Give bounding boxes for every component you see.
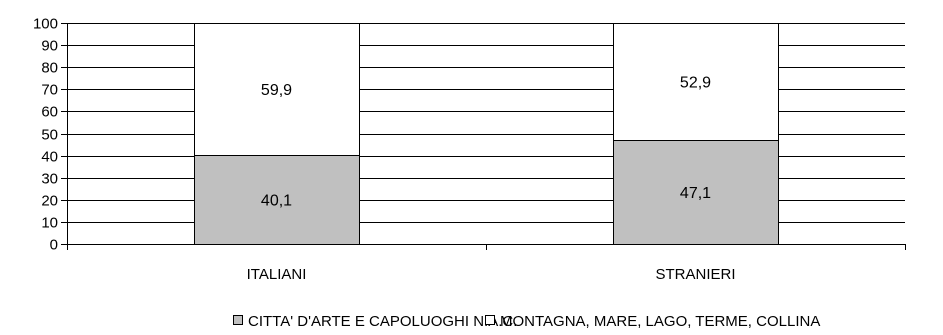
y-tick-label: 30 (41, 171, 58, 188)
axes (67, 23, 906, 250)
legend-label: CITTA' D'ARTE E CAPOLUOGHI N.A.C. (248, 313, 517, 330)
legend-label: MONTAGNA, MARE, LAGO, TERME, COLLINA (500, 313, 820, 330)
data-label: 47,1 (680, 185, 711, 202)
y-tick-label: 70 (41, 82, 58, 99)
data-label: 59,9 (261, 82, 292, 99)
y-tick-label: 60 (41, 104, 58, 121)
data-labels: 40,1 59,9 47,1 52,9 (261, 74, 711, 209)
bar-segment (194, 23, 360, 156)
data-label: 52,9 (680, 74, 711, 91)
y-tick-label: 10 (41, 215, 58, 232)
y-tick-label: 20 (41, 193, 58, 210)
legend: CITTA' D'ARTE E CAPOLUOGHI N.A.C.MONTAGN… (233, 313, 820, 330)
category-label: ITALIANI (247, 266, 307, 283)
legend-swatch (233, 315, 243, 325)
y-tick-label: 100 (33, 16, 58, 33)
x-axis-categories: ITALIANI STRANIERI (247, 266, 736, 283)
data-label: 40,1 (261, 193, 292, 210)
y-tick-label: 0 (50, 237, 58, 254)
gridlines (67, 23, 905, 223)
y-axis-ticks: 0 10 20 30 40 50 60 70 80 90 100 (33, 16, 67, 254)
legend-swatch (485, 315, 495, 325)
y-tick-label: 40 (41, 149, 58, 166)
category-label: STRANIERI (655, 266, 735, 283)
y-tick-label: 90 (41, 38, 58, 55)
y-tick-label: 50 (41, 127, 58, 144)
bar-segment (613, 23, 779, 141)
y-tick-label: 80 (41, 60, 58, 77)
